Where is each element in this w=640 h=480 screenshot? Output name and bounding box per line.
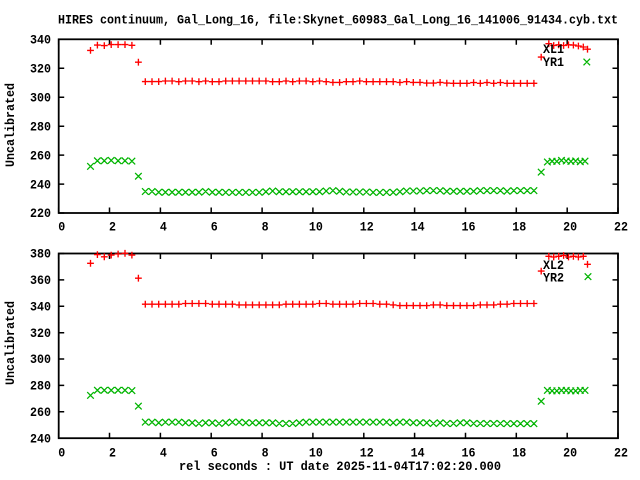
svg-text:220: 220 <box>30 207 51 221</box>
svg-text:YR1: YR1 <box>543 56 564 70</box>
svg-text:2: 2 <box>109 221 116 235</box>
svg-text:XL2: XL2 <box>543 259 564 273</box>
svg-text:340: 340 <box>30 34 51 48</box>
svg-text:320: 320 <box>30 62 51 76</box>
svg-text:240: 240 <box>30 178 51 192</box>
svg-text:300: 300 <box>30 91 51 105</box>
svg-text:16: 16 <box>461 447 475 461</box>
svg-text:XL1: XL1 <box>543 43 564 57</box>
svg-text:280: 280 <box>30 380 51 394</box>
svg-text:4: 4 <box>160 221 167 235</box>
svg-text:22: 22 <box>614 221 628 235</box>
svg-text:6: 6 <box>211 447 218 461</box>
svg-text:320: 320 <box>30 327 51 341</box>
svg-text:20: 20 <box>563 221 577 235</box>
svg-text:18: 18 <box>512 447 526 461</box>
svg-text:12: 12 <box>360 221 374 235</box>
svg-text:20: 20 <box>563 447 577 461</box>
svg-text:8: 8 <box>262 447 269 461</box>
svg-text:14: 14 <box>411 447 425 461</box>
svg-text:360: 360 <box>30 274 51 288</box>
svg-text:340: 340 <box>30 300 51 314</box>
svg-text:rel seconds : UT date 2025-11-: rel seconds : UT date 2025-11-04T17:02:2… <box>179 460 501 474</box>
svg-text:6: 6 <box>211 221 218 235</box>
svg-text:YR2: YR2 <box>543 272 564 286</box>
svg-text:Uncalibrated: Uncalibrated <box>4 301 18 385</box>
svg-text:300: 300 <box>30 353 51 367</box>
svg-text:18: 18 <box>512 221 526 235</box>
svg-text:10: 10 <box>309 447 323 461</box>
svg-text:280: 280 <box>30 120 51 134</box>
svg-text:0: 0 <box>58 221 65 235</box>
svg-text:HIRES continuum, Gal_Long_16,: HIRES continuum, Gal_Long_16, file:Skyne… <box>58 14 618 28</box>
svg-text:380: 380 <box>30 248 51 262</box>
svg-text:14: 14 <box>411 221 425 235</box>
svg-text:2: 2 <box>109 447 116 461</box>
svg-text:10: 10 <box>309 221 323 235</box>
svg-text:Uncalibrated: Uncalibrated <box>4 83 18 167</box>
svg-text:22: 22 <box>614 447 628 461</box>
svg-text:8: 8 <box>262 221 269 235</box>
svg-text:16: 16 <box>461 221 475 235</box>
svg-text:260: 260 <box>30 406 51 420</box>
svg-text:4: 4 <box>160 447 167 461</box>
svg-text:240: 240 <box>30 432 51 446</box>
svg-text:260: 260 <box>30 149 51 163</box>
svg-text:12: 12 <box>360 447 374 461</box>
svg-text:0: 0 <box>58 447 65 461</box>
